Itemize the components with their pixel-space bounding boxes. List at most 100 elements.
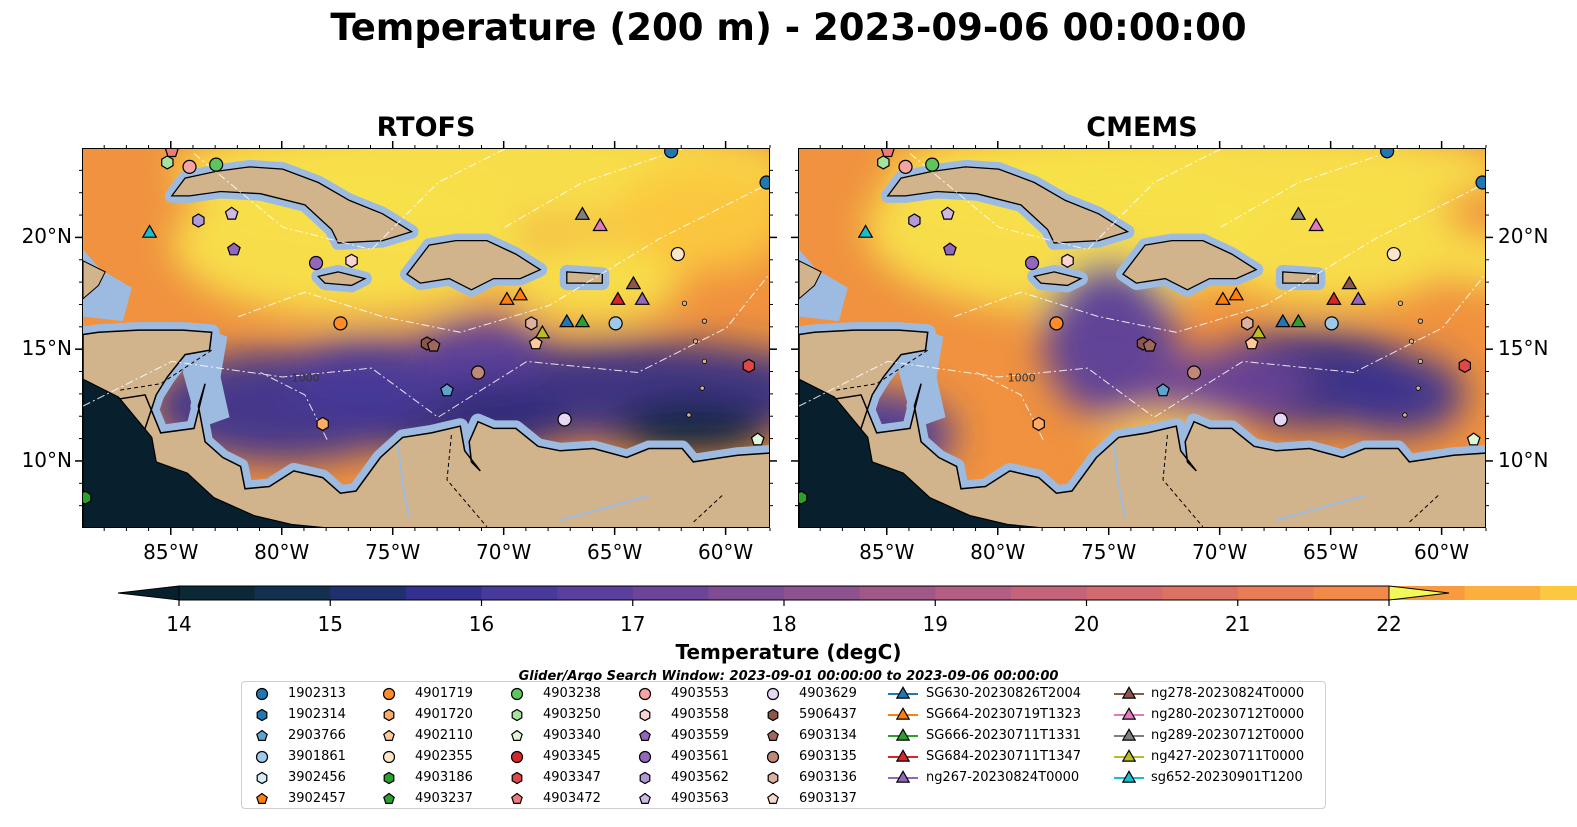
map-panel-cmems: 1000 — [798, 148, 1486, 528]
legend-item-label: 4903345 — [543, 749, 601, 764]
platform-marker — [1466, 432, 1481, 446]
circle-marker-icon — [510, 750, 524, 764]
triangle-marker-icon — [1114, 728, 1144, 741]
platform-marker — [557, 412, 572, 427]
colorbar-extend-high — [1388, 585, 1450, 601]
platform-marker — [1341, 275, 1358, 290]
platform-marker — [525, 316, 538, 331]
map-canvas: 1000 — [799, 149, 1485, 527]
platform-marker — [224, 206, 239, 220]
legend-item-label: ng427-20230711T0000 — [1151, 749, 1305, 764]
platform-marker — [670, 246, 685, 262]
platform-marker — [141, 224, 158, 238]
platform-marker — [1061, 253, 1074, 268]
lon-tick-label: 85°W — [143, 540, 199, 564]
colorbar-segment — [1464, 586, 1541, 600]
pentagon-marker-icon — [256, 729, 268, 741]
legend-item-label: 4902355 — [415, 749, 473, 764]
lat-tick-label: 10°N — [1498, 447, 1549, 472]
legend-item-label: 4903472 — [543, 791, 601, 806]
colorbar-segment — [179, 586, 256, 600]
lon-tick-label: 75°W — [1081, 540, 1137, 564]
colorbar-segment — [1010, 586, 1088, 600]
platform-marker — [574, 313, 591, 328]
platform-marker — [499, 291, 515, 305]
legend-item-label: 4903558 — [671, 707, 729, 722]
platform-marker — [1156, 383, 1170, 397]
platform-marker — [1458, 358, 1472, 373]
platform-marker — [898, 159, 913, 174]
lat-tick-label: 15°N — [21, 336, 72, 361]
map-panel-rtofs: 1000 — [82, 148, 770, 528]
figure-title: Temperature (200 m) - 2023-09-06 00:00:0… — [330, 6, 1247, 49]
platform-marker — [528, 336, 543, 350]
platform-marker — [574, 206, 591, 220]
legend-item-label: 4903186 — [415, 770, 473, 785]
platform-marker — [1024, 255, 1040, 271]
triangle-marker-icon — [1114, 686, 1144, 699]
platform-marker — [908, 213, 921, 228]
platform-marker — [610, 291, 626, 305]
lon-tick-label: 75°W — [365, 540, 421, 564]
platform-marker — [1142, 338, 1157, 352]
isobath-label: 1000 — [1008, 371, 1036, 384]
platform-marker — [940, 206, 955, 220]
lon-tick-label: 65°W — [587, 540, 643, 564]
platform-marker — [164, 149, 179, 158]
platform-marker — [1324, 316, 1339, 331]
lat-tick-label: 20°N — [21, 224, 72, 249]
hexagon-marker-icon — [383, 708, 395, 722]
pentagon-marker-icon — [767, 792, 779, 804]
lat-tick-label: 10°N — [21, 447, 72, 472]
colorbar-tick-label: 21 — [1225, 612, 1251, 636]
platform-marker — [625, 275, 642, 290]
platform-marker — [1386, 246, 1401, 262]
colorbar-tick-label: 19 — [922, 612, 948, 636]
platform-marker — [1475, 175, 1485, 190]
colorbar-segment — [1540, 586, 1577, 600]
legend-item-label: ng289-20230712T0000 — [1151, 728, 1305, 743]
pentagon-marker-icon — [767, 729, 779, 741]
lon-tick-label: 65°W — [1303, 540, 1359, 564]
legend-item-label: 4903340 — [543, 728, 601, 743]
platform-marker — [559, 313, 575, 328]
pentagon-marker-icon — [639, 729, 651, 741]
legend-item-label: 4903629 — [799, 686, 857, 701]
platform-marker — [877, 155, 890, 170]
platform-marker — [857, 224, 874, 238]
legend-item-label: ng267-20230824T0000 — [926, 770, 1080, 785]
platform-marker — [880, 149, 895, 158]
triangle-marker-icon — [888, 686, 918, 699]
legend-item-label: 4901719 — [415, 686, 473, 701]
platform-marker — [470, 365, 486, 380]
lat-tick-label: 20°N — [1498, 224, 1549, 249]
triangle-marker-icon — [888, 749, 918, 762]
platform-marker — [308, 255, 324, 271]
colorbar-segment — [1237, 586, 1314, 600]
legend-item-label: 4901720 — [415, 707, 473, 722]
platform-marker — [1215, 291, 1231, 305]
pentagon-marker-icon — [256, 792, 268, 804]
legend-item-label: 3902457 — [288, 791, 346, 806]
legend-item-label: SG684-20230711T1347 — [926, 749, 1082, 764]
circle-marker-icon — [638, 687, 652, 701]
legend-item-label: sg652-20230901T1200 — [1151, 770, 1303, 785]
legend-item-label: 4903347 — [543, 770, 601, 785]
pentagon-marker-icon — [383, 729, 395, 741]
colorbar-segment — [708, 586, 785, 600]
platform-marker — [345, 253, 358, 268]
hexagon-marker-icon — [511, 708, 523, 722]
legend-item-label: 6903135 — [799, 749, 857, 764]
platform-marker — [1228, 286, 1245, 301]
lon-tick-label: 70°W — [476, 540, 532, 564]
legend-item-label: 4903238 — [543, 686, 601, 701]
legend-item-label: 4902110 — [415, 728, 473, 743]
triangle-marker-icon — [888, 770, 918, 783]
colorbar-segment — [1086, 586, 1163, 600]
legend-item-label: 1902313 — [288, 686, 346, 701]
colorbar-segment — [330, 586, 407, 600]
pentagon-marker-icon — [511, 792, 523, 804]
circle-marker-icon — [255, 750, 269, 764]
triangle-marker-icon — [1114, 749, 1144, 762]
legend-item-label: ng280-20230712T0000 — [1151, 707, 1305, 722]
